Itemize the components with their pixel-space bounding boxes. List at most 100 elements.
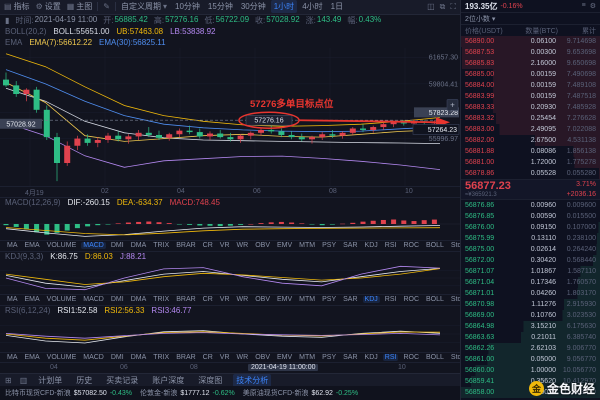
orderbook-row[interactable]: 56864.98 3.15210 6.175630	[461, 321, 600, 332]
orderbook-row[interactable]: 56883.99 0.00159 7.487518	[461, 91, 600, 102]
orderbook-row[interactable]: 56876.85 0.00590 0.015500	[461, 211, 600, 222]
indicator-tab-DMA[interactable]: DMA	[130, 242, 147, 250]
orderbook-row[interactable]: 56872.00 0.30420 0.568440	[461, 255, 600, 266]
bottom-tab-技术分析[interactable]: 技术分析	[233, 373, 272, 387]
orderbook-row[interactable]: 56869.00 0.10760 3.023530	[461, 310, 600, 321]
orderbook-row[interactable]: 56881.88 0.08086 1.856138	[461, 146, 600, 157]
indicator-tab-StochRSI[interactable]: StochRSI	[450, 242, 460, 250]
camera-icon[interactable]: ⧉	[439, 1, 446, 11]
indicator-tab-ROC[interactable]: ROC	[403, 296, 420, 304]
orderbook-row[interactable]: 56875.00 0.02614 0.264240	[461, 244, 600, 255]
indicator-tab-BOLL[interactable]: BOLL	[426, 296, 444, 304]
indicator-tab-MTM[interactable]: MTM	[299, 296, 316, 304]
period-tab-10分钟[interactable]: 10分钟	[175, 2, 200, 12]
last-price-row[interactable]: 56877.23 ≈¥365921.3 3.71% +2036.16	[461, 179, 600, 200]
indicator-tab-ROC[interactable]: ROC	[403, 354, 420, 362]
indicator-tab-VR[interactable]: VR	[219, 354, 230, 362]
indicator-tab-MTM[interactable]: MTM	[299, 354, 316, 362]
indicator-tab-EMA[interactable]: EMA	[24, 354, 40, 362]
indicator-tab-VOLUME[interactable]: VOLUME	[46, 354, 77, 362]
pencil-draw-icon[interactable]: ✎	[103, 2, 110, 12]
indicator-tab-SAR[interactable]: SAR	[343, 242, 358, 250]
bottom-tab-深度图[interactable]: 深度图	[198, 375, 223, 385]
orderbook-row[interactable]: 56871.01 0.04260 1.803170	[461, 288, 600, 299]
custom-period-dropdown[interactable]: 自定义周期 ▾	[121, 1, 167, 12]
indicator-tab-CR[interactable]: CR	[202, 242, 213, 250]
indicator-tab-RSI[interactable]: RSI	[384, 242, 397, 250]
orderbook-row[interactable]: 56890.00 0.06100 9.714698	[461, 36, 600, 47]
indicator-tab-TRIX[interactable]: TRIX	[153, 354, 170, 362]
orderbook-row[interactable]: 56885.00 0.00159 7.490698	[461, 69, 600, 80]
indicator-tab-CR[interactable]: CR	[202, 354, 213, 362]
orderbook-row[interactable]: 56884.00 0.00159 7.489108	[461, 80, 600, 91]
list-icon[interactable]: ≡	[581, 2, 586, 9]
indicator-tab-EMV[interactable]: EMV	[277, 354, 293, 362]
indicator-tab-OBV[interactable]: OBV	[255, 354, 270, 362]
indicator-tab-DMI[interactable]: DMI	[110, 354, 124, 362]
indicator-tab-MACD[interactable]: MACD	[81, 242, 106, 250]
indicator-tab-OBV[interactable]: OBV	[255, 242, 270, 250]
indicator-tab-CR[interactable]: CR	[202, 296, 213, 304]
orderbook-row[interactable]: 56860.00 1.00000 10.056770	[461, 365, 600, 376]
period-tab-15分钟[interactable]: 15分钟	[207, 2, 233, 12]
indicator-tab-DMI[interactable]: DMI	[110, 296, 124, 304]
decimals-dropdown[interactable]: 2位小数 ▾	[461, 13, 600, 25]
indicator-tab-KDJ[interactable]: KDJ	[364, 242, 378, 250]
indicator-tab-PSY[interactable]: PSY	[322, 354, 337, 362]
menu-item-1[interactable]: ⚙ 设置	[36, 1, 61, 12]
indicator-tab-VR[interactable]: VR	[219, 242, 230, 250]
indicator-tab-MA[interactable]: MA	[7, 242, 18, 250]
rsi-chart[interactable]	[0, 316, 460, 352]
orderbook-row[interactable]: 56863.63 0.21011 6.385740	[461, 332, 600, 343]
orderbook-row[interactable]: 56887.53 0.00300 9.653698	[461, 47, 600, 58]
indicator-tab-BRAR[interactable]: BRAR	[176, 354, 196, 362]
period-tab-30分钟[interactable]: 30分钟	[240, 2, 266, 12]
indicator-tab-MACD[interactable]: MACD	[83, 296, 104, 304]
indicator-tab-PSY[interactable]: PSY	[322, 296, 337, 304]
indicator-tab-KDJ[interactable]: KDJ	[364, 354, 378, 362]
indicator-tab-MA[interactable]: MA	[7, 354, 18, 362]
indicator-tab-SAR[interactable]: SAR	[343, 296, 358, 304]
orderbook-row[interactable]: 56885.83 2.16000 9.650698	[461, 58, 600, 69]
indicator-tab-WR[interactable]: WR	[236, 296, 249, 304]
orderbook-row[interactable]: 56876.00 0.09150 0.107000	[461, 222, 600, 233]
orderbook-row[interactable]: 56859.41 0.35620 10.412970	[461, 376, 600, 387]
indicator-tab-EMV[interactable]: EMV	[277, 296, 293, 304]
indicator-tab-BRAR[interactable]: BRAR	[176, 296, 196, 304]
orderbook-row[interactable]: 56881.00 1.72000 1.775278	[461, 157, 600, 168]
main-candlestick-chart[interactable]: 57276.16 57276多单目标点位 61657.30 59804.41 57823…	[0, 48, 460, 187]
indicator-tab-StochRSI[interactable]: StochRSI	[450, 296, 460, 304]
macd-chart[interactable]	[0, 208, 460, 240]
menu-item-0[interactable]: ▤ 指标	[4, 1, 30, 12]
indicator-tab-WR[interactable]: WR	[236, 354, 249, 362]
indicator-tab-VR[interactable]: VR	[219, 296, 230, 304]
indicator-tab-EMA[interactable]: EMA	[24, 296, 40, 304]
period-tab-4小时[interactable]: 4小时	[302, 2, 323, 12]
orderbook-row[interactable]: 56876.86 0.00960 0.009600	[461, 200, 600, 211]
bottom-tab-历史[interactable]: 历史	[76, 375, 93, 385]
indicator-tab-ROC[interactable]: ROC	[403, 242, 420, 250]
indicator-tab-BRAR[interactable]: BRAR	[176, 242, 196, 250]
indicator-tab-EMV[interactable]: EMV	[277, 242, 293, 250]
indicator-tab-DMA[interactable]: DMA	[130, 354, 147, 362]
indicator-tab-VOLUME[interactable]: VOLUME	[46, 242, 77, 250]
orderbook-row[interactable]: 56883.33 0.20930 7.485928	[461, 102, 600, 113]
orderbook-row[interactable]: 56883.32 0.25454 7.276628	[461, 113, 600, 124]
indicator-tab-MACD[interactable]: MACD	[83, 354, 104, 362]
layout-icon[interactable]: ◫	[427, 1, 435, 11]
fullscreen-icon[interactable]: ⛶	[450, 1, 456, 11]
kdj-chart[interactable]	[0, 262, 460, 294]
indicator-tab-BOLL[interactable]: BOLL	[426, 242, 444, 250]
indicator-tab-TRIX[interactable]: TRIX	[153, 296, 170, 304]
orderbook-row[interactable]: 56861.00 0.05000 9.056770	[461, 354, 600, 365]
period-tab-1日[interactable]: 1日	[330, 2, 344, 12]
bottom-tab-买卖记录[interactable]: 买卖记录	[106, 375, 139, 385]
indicator-tab-DMA[interactable]: DMA	[130, 296, 147, 304]
indicator-tab-KDJ[interactable]: KDJ	[362, 296, 380, 304]
period-tab-1小时[interactable]: 1小时	[270, 0, 298, 14]
menu-item-2[interactable]: ▦ 主图	[67, 1, 93, 12]
orderbook-row[interactable]: 56882.00 2.67500 4.531138	[461, 135, 600, 146]
bottom-tab-账户深度[interactable]: 账户深度	[152, 375, 185, 385]
indicator-tab-TRIX[interactable]: TRIX	[153, 242, 170, 250]
indicator-tab-PSY[interactable]: PSY	[322, 242, 337, 250]
